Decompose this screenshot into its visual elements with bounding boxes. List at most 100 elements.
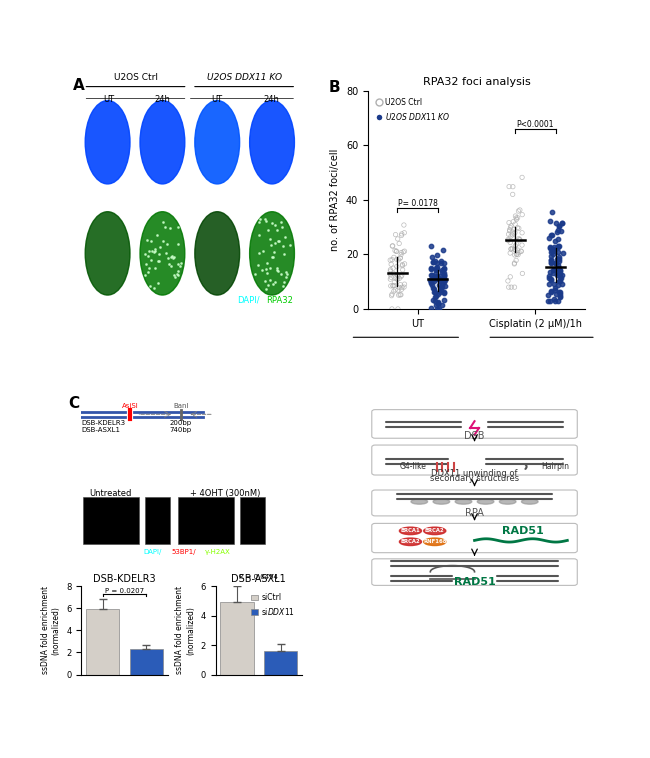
Text: P = 0.0454: P = 0.0454 [239,575,278,581]
Point [517,208,527,221]
Ellipse shape [85,211,130,295]
Point [432,303,443,315]
Point [546,246,556,258]
Ellipse shape [195,101,240,184]
Point [553,224,564,236]
Point [510,218,521,230]
Point [553,279,564,291]
Point [427,269,437,281]
Text: BanI: BanI [173,403,188,409]
Point [556,272,566,284]
Point [547,245,558,257]
Point [434,279,444,291]
Point [429,286,439,298]
Point [436,281,446,293]
Point [510,210,521,222]
Point [396,283,407,296]
Point [432,249,442,262]
Title: RPA32 foci analysis: RPA32 foci analysis [422,77,530,87]
Point [387,240,398,252]
Point [396,246,406,258]
Text: AsiSI: AsiSI [122,403,138,409]
Point [552,233,563,245]
Text: A: A [73,78,84,93]
Point [391,229,401,241]
Point [396,228,407,240]
FancyBboxPatch shape [146,497,170,544]
Point [505,271,515,283]
Point [439,276,449,288]
Text: Hairpin: Hairpin [541,462,569,471]
Point [512,221,523,233]
Point [395,279,406,291]
Point [517,227,527,239]
Point [506,243,516,255]
Text: UT: UT [211,96,222,105]
Point [389,252,399,264]
FancyBboxPatch shape [372,559,577,585]
Point [545,241,555,253]
Point [504,224,515,236]
Point [393,284,403,296]
Ellipse shape [195,211,240,295]
Point [426,263,436,275]
Point [440,274,450,287]
Point [387,303,397,315]
Point [385,265,396,277]
Point [512,238,522,250]
Point [543,295,554,307]
Point [426,276,436,288]
Point [395,252,406,264]
Point [437,279,447,291]
Point [393,289,404,301]
Point [547,245,557,257]
Point [504,180,514,193]
Point [436,284,447,296]
Point [555,287,566,299]
Text: P<0.0001: P<0.0001 [517,120,554,129]
Text: P = 0.0207: P = 0.0207 [105,587,144,594]
Ellipse shape [399,538,421,546]
Point [433,297,443,309]
Point [549,278,560,290]
Point [430,286,440,298]
Ellipse shape [455,499,472,504]
Point [515,234,525,246]
Point [394,272,404,284]
Point [392,274,402,286]
Point [399,281,410,293]
Point [389,276,400,288]
Point [425,274,436,286]
Point [553,252,564,264]
Point [438,243,448,255]
Point [504,225,515,237]
Point [545,215,555,227]
Point [385,264,396,276]
Point [556,217,567,229]
Point [425,262,436,274]
Point [397,281,408,293]
Point [554,240,564,252]
Point [432,270,442,282]
Point [427,279,437,291]
Point [432,257,443,269]
Point [386,258,396,271]
Point [554,268,564,280]
FancyBboxPatch shape [179,497,234,544]
Point [385,273,396,285]
Point [546,285,556,297]
Point [397,264,408,276]
Point [557,246,567,258]
Point [550,283,560,296]
Text: 53BP1/: 53BP1/ [0,757,1,758]
Point [549,241,559,253]
Text: B: B [329,80,341,95]
Point [511,212,521,224]
Point [545,242,556,254]
Ellipse shape [521,499,538,504]
Point [432,263,442,275]
Point [502,233,513,246]
Point [399,227,410,239]
Ellipse shape [140,101,185,184]
Point [551,288,562,300]
